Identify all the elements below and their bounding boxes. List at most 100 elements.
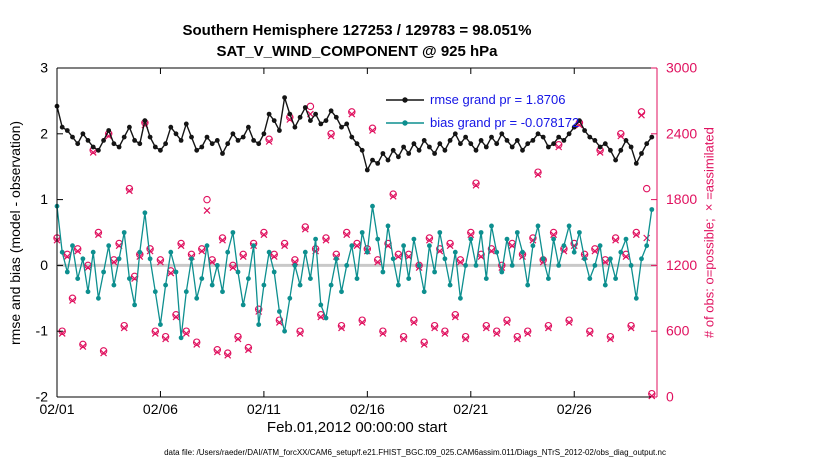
bias-point [613, 276, 618, 281]
assimilated-marker [317, 313, 325, 321]
rmse-point [163, 141, 169, 147]
possible-marker [529, 234, 537, 242]
rmse-point [370, 157, 375, 163]
bias-point [514, 230, 520, 235]
bias-point [406, 276, 412, 281]
rmse-point [246, 124, 251, 130]
rmse-point [416, 147, 422, 153]
rmse-point [489, 134, 494, 140]
assimilated-marker [244, 346, 252, 354]
rmse-point [525, 141, 531, 147]
assimilated-marker [606, 335, 614, 343]
assimilated-marker [513, 335, 521, 343]
rmse-point [458, 141, 463, 147]
possible-marker [265, 135, 273, 144]
bias-point [623, 236, 629, 242]
rmse-point [478, 138, 484, 143]
rmse-point [504, 138, 510, 143]
bias-point [463, 263, 468, 268]
bias-point [437, 230, 443, 235]
bias-point [566, 223, 572, 229]
assimilated-marker [110, 258, 118, 266]
possible-marker [306, 102, 315, 111]
bias-point [571, 249, 577, 255]
bias-point [173, 269, 179, 275]
rmse-point [251, 138, 256, 143]
bias-point [194, 295, 200, 301]
rmse-point [152, 144, 158, 150]
bias-point [582, 256, 587, 262]
rmse-point [75, 141, 81, 147]
bias-point [132, 302, 138, 308]
assimilated-marker [555, 143, 563, 151]
bias-point [618, 249, 624, 255]
rmse-point [209, 141, 215, 147]
possible-marker [99, 347, 108, 355]
possible-marker [182, 327, 191, 335]
rmse-point [64, 128, 70, 133]
bias-point [494, 249, 500, 255]
bias-point [432, 269, 437, 275]
assimilated-marker [503, 318, 511, 326]
rmse-point [313, 111, 318, 117]
rmse-point [158, 147, 163, 153]
possible-marker [523, 327, 532, 335]
bias-point [427, 243, 432, 249]
assimilated-marker [508, 242, 516, 250]
bias-point [649, 207, 655, 212]
bias-point [546, 276, 551, 281]
bias-point [261, 282, 267, 288]
rmse-point [349, 134, 355, 140]
bias-point [214, 263, 220, 268]
assimilated-marker [410, 318, 418, 326]
assimilated-marker [79, 343, 87, 351]
rmse-point [613, 157, 618, 163]
assimilated-marker [100, 349, 108, 357]
rmse-point [587, 134, 593, 140]
possible-marker [94, 228, 103, 237]
assimilated-marker [353, 242, 361, 250]
possible-marker [399, 332, 408, 341]
rmse-point [126, 124, 132, 130]
bias-point [551, 236, 556, 242]
rmse-point [277, 128, 282, 133]
datafile-caption: data file: /Users/raeder/DAI/ATM_forcXX/… [164, 448, 666, 457]
bias-point [644, 243, 650, 249]
legend-entry-rmse: rmse grand pr = 1.8706 [386, 92, 579, 107]
possible-marker [68, 294, 77, 303]
bias-point [297, 282, 303, 288]
x-tick-label: 02/21 [453, 401, 488, 417]
rmse-point [385, 157, 391, 163]
possible-marker [342, 228, 351, 237]
bias-point [328, 282, 334, 288]
possible-marker [213, 346, 222, 354]
rmse-point [597, 144, 603, 150]
bias-point [147, 256, 153, 262]
y-tick-label-right: 1800 [666, 191, 697, 207]
rmse-point [173, 131, 179, 137]
assimilated-marker [431, 324, 439, 332]
possible-marker [565, 316, 573, 324]
assimilated-marker [193, 340, 201, 348]
assimilated-marker [120, 324, 128, 332]
bias-point [235, 269, 241, 275]
bias-point [70, 243, 75, 249]
bias-point [240, 302, 246, 308]
assimilated-marker [229, 264, 237, 272]
assimilated-marker [172, 313, 180, 321]
possible-marker [379, 327, 387, 335]
possible-marker [301, 223, 310, 231]
bias-point [608, 256, 613, 262]
bias-point [540, 256, 546, 262]
assimilated-marker [198, 247, 206, 255]
possible-marker [120, 321, 128, 330]
possible-marker [146, 245, 154, 253]
legend-label-bias: bias grand pr = -0.078172 [430, 115, 580, 130]
bias-point [380, 269, 386, 275]
possible-marker [156, 256, 165, 264]
rmse-point [328, 108, 334, 114]
assimilated-marker [89, 148, 97, 156]
bias-point [287, 295, 293, 301]
rmse-point [421, 138, 427, 143]
rmse-point [230, 131, 236, 137]
